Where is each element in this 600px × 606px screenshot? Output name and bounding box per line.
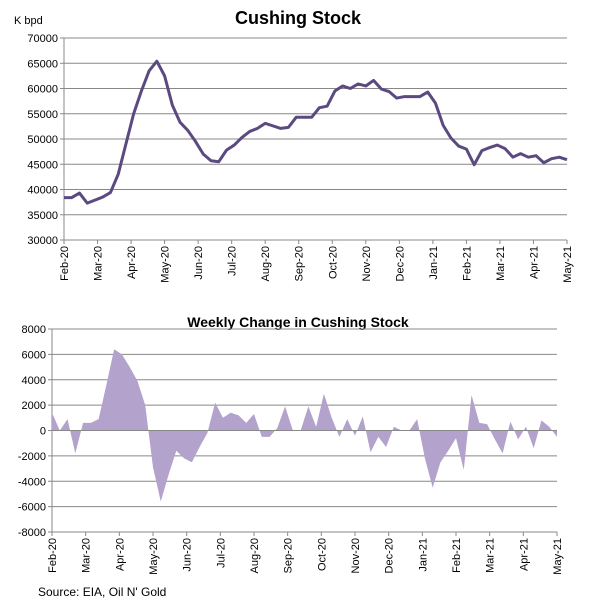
x-tick-label: Aug-20	[249, 538, 261, 573]
y-tick-label: 30000	[27, 235, 58, 247]
x-tick-label: Nov-20	[361, 246, 373, 281]
y-tick-label: 60000	[27, 84, 58, 96]
y-tick-label: 6000	[22, 349, 46, 361]
x-tick-label: Dec-20	[384, 538, 396, 573]
x-tick-label: Jul-20	[215, 538, 227, 568]
x-tick-label: Jun-20	[182, 538, 194, 572]
cushing-stock-chart: Cushing Stock K bpd 30000 35000 40000 45000 50…	[14, 8, 574, 283]
y-tick-label: 0	[40, 426, 46, 438]
y-tick-label: 55000	[27, 109, 58, 121]
x-tick-label: Feb-21	[451, 538, 463, 573]
x-tick-label: Jan-21	[428, 246, 440, 280]
y-tick-label: 50000	[27, 134, 58, 146]
chart-title: Weekly Change in Cushing Stock	[187, 314, 409, 330]
y-tick-label: -6000	[18, 502, 46, 514]
x-tick-label: May-21	[552, 538, 564, 575]
cushing-stock-line	[64, 59, 568, 205]
weekly-change-area	[52, 349, 557, 502]
x-tick-label: Sep-20	[283, 538, 295, 573]
y-tick-label: 8000	[22, 324, 46, 336]
x-tick-label: May-21	[562, 246, 574, 283]
y-tick-label: 40000	[27, 185, 58, 197]
x-tick-label: Feb-20	[59, 246, 71, 281]
x-tick-label: Sep-20	[294, 246, 306, 281]
y-tick-label: 35000	[27, 210, 58, 222]
x-tick-label: Aug-20	[260, 246, 272, 281]
chart-title: Cushing Stock	[235, 8, 362, 28]
y-tick-label: -2000	[18, 451, 46, 463]
x-tick-label: Jun-20	[193, 246, 205, 280]
y-tick-label: 2000	[22, 400, 46, 412]
y-tick-label: 4000	[22, 375, 46, 387]
x-tick-label: Oct-20	[316, 538, 328, 571]
y-tick-label: -8000	[18, 527, 46, 539]
x-tick-label: Apr-20	[114, 538, 126, 571]
x-tick-label: Apr-20	[126, 246, 138, 279]
x-tick-label: May-20	[160, 246, 172, 283]
x-tick-label: Nov-20	[350, 538, 362, 573]
y-tick-label: 45000	[27, 159, 58, 171]
weekly-change-chart: Weekly Change in Cushing Stock -8000 -6000…	[18, 314, 564, 575]
x-tick-label: Dec-20	[394, 246, 406, 281]
x-tick-label: May-20	[148, 538, 160, 575]
x-tick-label: Jul-20	[227, 246, 239, 276]
x-tick-label: Oct-20	[327, 246, 339, 279]
x-tick-label: Mar-21	[495, 246, 507, 281]
x-tick-label: Apr-21	[528, 246, 540, 279]
source-note: Source: EIA, Oil N' Gold	[38, 585, 166, 599]
x-tick-label: Feb-20	[47, 538, 59, 573]
x-tick-label: Jan-21	[417, 538, 429, 572]
x-tick-label: Mar-21	[485, 538, 497, 573]
x-tick-label: Apr-21	[518, 538, 530, 571]
y-axis-label: K bpd	[14, 15, 43, 27]
x-tick-label: Mar-20	[93, 246, 105, 281]
x-tick-label: Mar-20	[81, 538, 93, 573]
y-tick-label: 65000	[27, 58, 58, 70]
y-tick-label: -4000	[18, 476, 46, 488]
x-tick-label: Feb-21	[461, 246, 473, 281]
y-tick-label: 70000	[27, 33, 58, 45]
